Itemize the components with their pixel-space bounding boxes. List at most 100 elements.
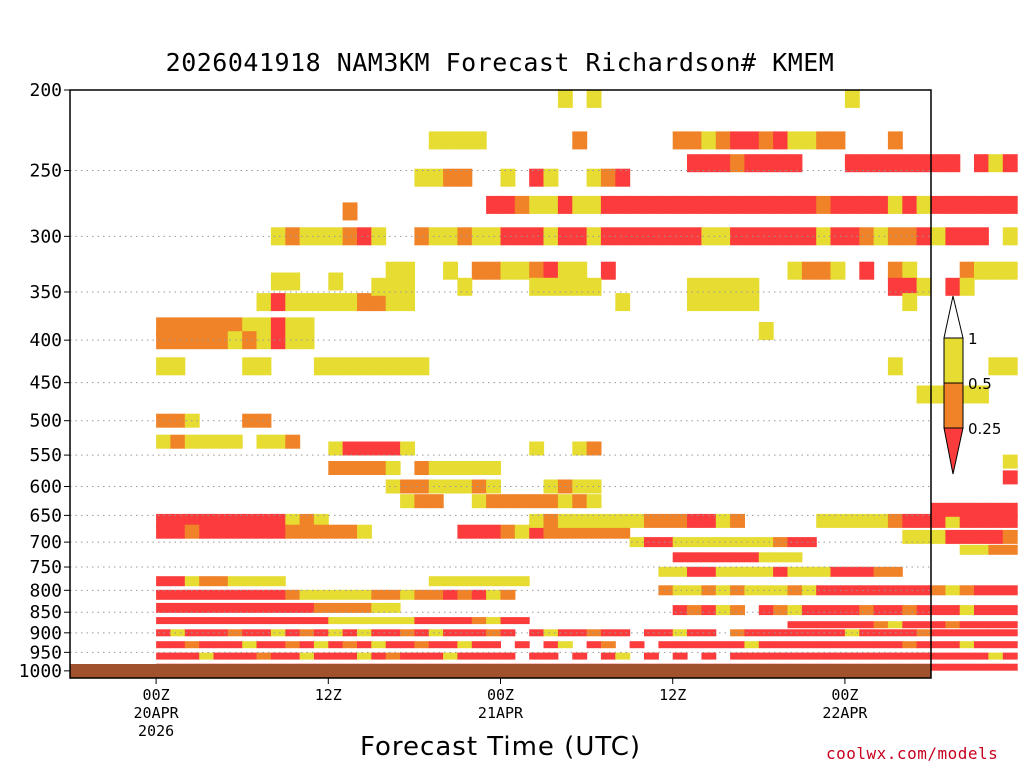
heatmap-cell — [213, 513, 229, 528]
heatmap-cell — [529, 513, 545, 528]
heatmap-cell — [672, 585, 688, 596]
heatmap-cell — [514, 524, 530, 539]
heatmap-cell — [557, 89, 573, 108]
heatmap-cell — [270, 317, 286, 336]
heatmap-cell — [328, 441, 344, 456]
heatmap-cell — [342, 652, 358, 660]
heatmap-cell — [945, 641, 961, 649]
heatmap-cell — [988, 357, 1004, 376]
heatmap-cell — [400, 293, 415, 312]
heatmap-cell — [687, 277, 702, 296]
heatmap-cell — [902, 154, 918, 173]
heatmap-cell — [328, 293, 344, 312]
heatmap-cell — [199, 513, 215, 528]
heatmap-cell — [443, 641, 458, 649]
heatmap-cell — [342, 461, 358, 475]
heatmap-cell — [500, 261, 516, 280]
heatmap-cell — [658, 566, 674, 577]
heatmap-cell — [887, 621, 903, 629]
heatmap-cell — [328, 629, 344, 637]
heatmap-cell — [199, 524, 215, 539]
heatmap-cell — [959, 277, 975, 296]
heatmap-cell — [313, 357, 329, 376]
heatmap-cell — [242, 602, 258, 613]
heatmap-cell — [916, 629, 932, 637]
heatmap-cell — [758, 552, 774, 563]
heatmap-cell — [457, 652, 473, 660]
heatmap-cell — [242, 413, 258, 428]
heatmap-cell — [586, 513, 602, 528]
y-tick-label: 950 — [29, 642, 62, 663]
heatmap-cell — [256, 589, 272, 600]
heatmap-cell — [328, 524, 344, 539]
heatmap-cell — [744, 566, 760, 577]
heatmap-cell — [313, 602, 329, 613]
heatmap-cell — [758, 629, 774, 637]
heatmap-cell — [873, 154, 889, 173]
heatmap-cell — [715, 195, 731, 214]
heatmap-cell — [873, 621, 889, 629]
heatmap-cell — [787, 629, 803, 637]
heatmap-cell — [586, 629, 602, 637]
heatmap-cell — [916, 513, 932, 528]
heatmap-cell — [658, 641, 674, 649]
heatmap-cell — [428, 168, 444, 187]
heatmap-cell — [285, 617, 301, 625]
heatmap-cell — [242, 617, 258, 625]
heatmap-cell — [500, 589, 516, 600]
heatmap-cell — [859, 641, 875, 649]
heatmap-cell — [844, 154, 860, 173]
heatmap-cell — [1002, 261, 1018, 280]
heatmap-cell — [242, 629, 258, 637]
heatmap-cell — [816, 131, 832, 150]
heatmap-cell — [988, 513, 1004, 528]
heatmap-cell — [945, 154, 961, 173]
heatmap-cell — [500, 227, 516, 246]
heatmap-cell — [758, 154, 774, 173]
heatmap-cell — [213, 524, 229, 539]
heatmap-cell — [974, 652, 989, 660]
heatmap-cell — [816, 195, 832, 214]
heatmap-cell — [557, 195, 573, 214]
heatmap-cell — [658, 195, 674, 214]
heatmap-cell — [184, 317, 200, 336]
heatmap-cell — [730, 277, 745, 296]
heatmap-cell — [170, 413, 186, 428]
heatmap-cell — [887, 566, 903, 577]
heatmap-cell — [816, 566, 832, 577]
heatmap-cell — [170, 576, 186, 587]
heatmap-cell — [701, 652, 717, 660]
heatmap-cell — [902, 585, 918, 596]
heatmap-cell — [486, 641, 501, 649]
heatmap-cell — [959, 502, 975, 517]
heatmap-cell — [213, 434, 229, 449]
heatmap-cell — [156, 589, 171, 600]
heatmap-cell — [687, 605, 702, 616]
heatmap-cell — [988, 652, 1004, 660]
heatmap-cell — [830, 261, 846, 280]
heatmap-cell — [572, 494, 588, 509]
heatmap-cell — [428, 617, 444, 625]
heatmap-cell — [328, 589, 344, 600]
heatmap-cell — [270, 576, 286, 587]
heatmap-cell — [328, 357, 344, 376]
heatmap-cell — [931, 502, 946, 517]
heatmap-cell — [801, 227, 817, 246]
heatmap-cell — [227, 641, 243, 649]
y-tick-label: 750 — [29, 557, 62, 578]
heatmap-cell — [959, 544, 975, 555]
heatmap-cell — [758, 322, 774, 340]
heatmap-cell — [701, 277, 717, 296]
heatmap-cell — [801, 195, 817, 214]
heatmap-cell — [443, 617, 458, 625]
heatmap-cell — [170, 331, 186, 350]
heatmap-cell — [844, 195, 860, 214]
heatmap-cell — [572, 629, 588, 637]
heatmap-cell — [1002, 502, 1018, 517]
heatmap-cell — [758, 641, 774, 649]
heatmap-cell — [672, 629, 688, 637]
heatmap-cell — [916, 277, 932, 296]
heatmap-cell — [902, 227, 918, 246]
heatmap-cell — [988, 502, 1004, 517]
heatmap-cell — [873, 585, 889, 596]
